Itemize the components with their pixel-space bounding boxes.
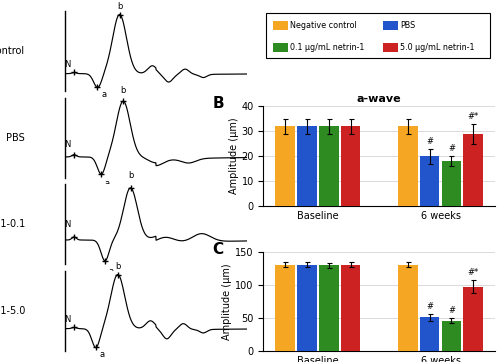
Bar [276, 265, 295, 351]
Text: #: # [448, 306, 455, 315]
Bar [276, 126, 295, 206]
Title: a-wave: a-wave [357, 94, 402, 104]
Text: 5.0 μg/mL netrin-1: 5.0 μg/mL netrin-1 [400, 43, 474, 52]
Text: a: a [100, 350, 104, 359]
Text: #: # [426, 302, 433, 311]
Bar [398, 126, 417, 206]
Text: 0.1 μg/mL netrin-1: 0.1 μg/mL netrin-1 [290, 43, 364, 52]
Text: Negative control: Negative control [290, 21, 356, 30]
Bar [297, 265, 317, 351]
Text: b: b [115, 262, 120, 271]
Text: a: a [108, 267, 114, 276]
Text: b: b [120, 86, 126, 95]
Text: a: a [101, 90, 106, 99]
Text: #: # [448, 144, 455, 153]
Text: N: N [64, 315, 70, 324]
Y-axis label: Amplitude (μm): Amplitude (μm) [222, 263, 232, 340]
FancyBboxPatch shape [382, 43, 398, 52]
Text: #: # [426, 136, 433, 146]
Text: N: N [64, 140, 70, 149]
Text: #*: #* [468, 268, 479, 277]
Bar [464, 287, 483, 351]
Text: a: a [105, 178, 110, 188]
Bar [420, 156, 440, 206]
Bar [420, 317, 440, 351]
Text: N1-5.0: N1-5.0 [0, 306, 25, 316]
Bar [341, 265, 360, 351]
Bar [398, 265, 417, 351]
Text: b: b [117, 3, 122, 11]
Text: b: b [128, 171, 134, 180]
FancyBboxPatch shape [266, 13, 490, 58]
Bar [464, 134, 483, 206]
FancyBboxPatch shape [382, 21, 398, 30]
Text: #*: #* [468, 112, 479, 121]
Text: PBS: PBS [400, 21, 415, 30]
Text: B: B [212, 96, 224, 111]
Text: N1-0.1: N1-0.1 [0, 219, 25, 230]
Text: C: C [212, 241, 224, 257]
Bar [297, 126, 317, 206]
FancyBboxPatch shape [272, 43, 287, 52]
Text: N: N [64, 220, 70, 228]
Bar [319, 126, 338, 206]
Text: N: N [64, 60, 70, 70]
Text: Control: Control [0, 46, 25, 56]
Text: PBS: PBS [6, 132, 25, 143]
Bar [442, 161, 461, 206]
Bar [442, 321, 461, 351]
Bar [341, 126, 360, 206]
FancyBboxPatch shape [272, 21, 287, 30]
Bar [319, 265, 338, 351]
Y-axis label: Amplitude (μm): Amplitude (μm) [228, 118, 238, 194]
